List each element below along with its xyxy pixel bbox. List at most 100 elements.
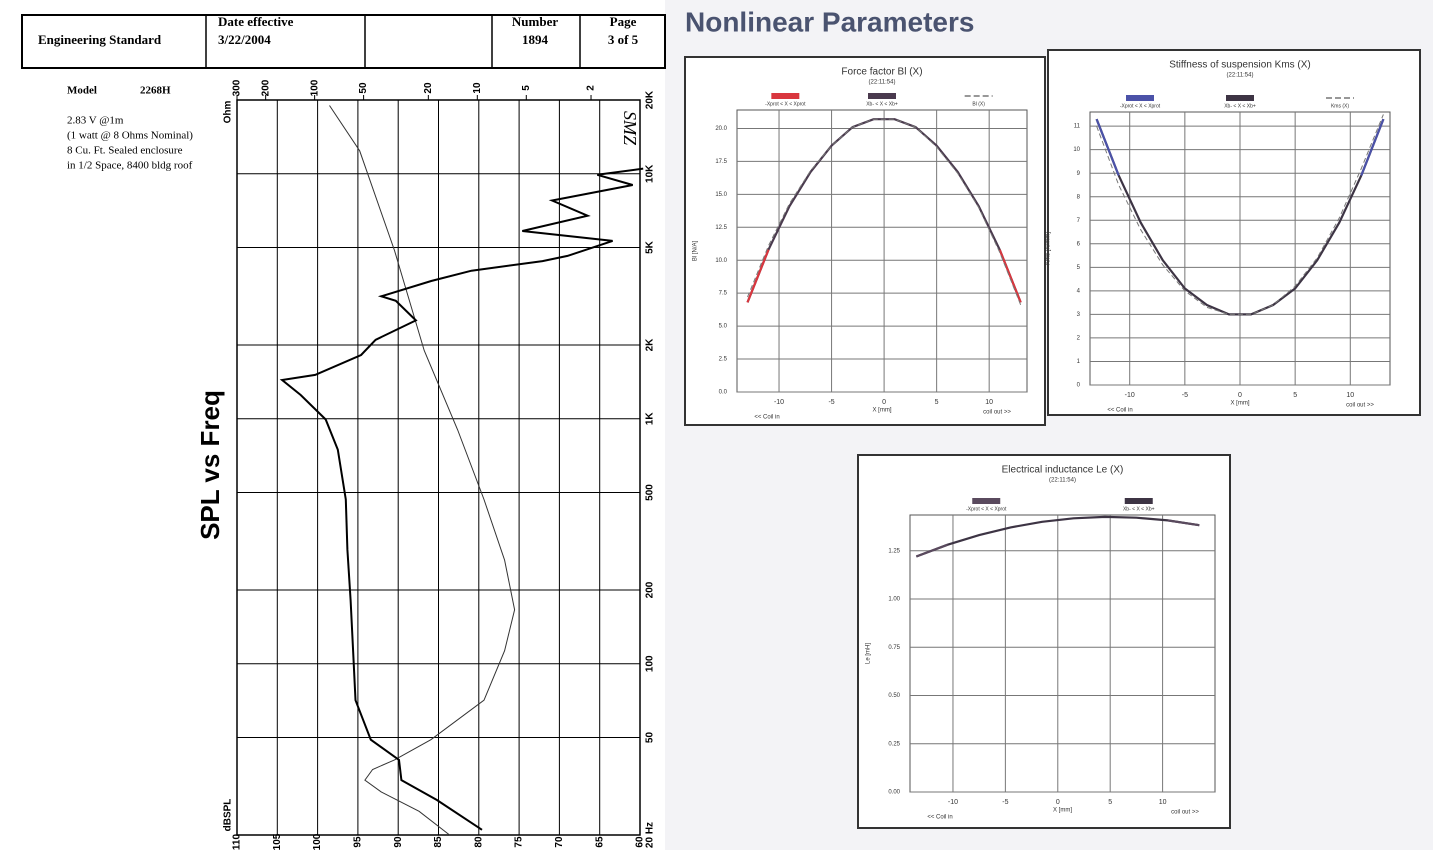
legend-swatch <box>1126 95 1154 101</box>
freq-tick-label: 2K <box>645 338 656 352</box>
nonlinear-title: Nonlinear Parameters <box>685 6 974 37</box>
model-note: 8 Cu. Ft. Sealed enclosure <box>67 145 183 157</box>
ohm-tick-label: 20 <box>423 82 434 94</box>
y-tick-label: 5 <box>1077 265 1081 271</box>
db-tick-label: 60 <box>635 836 646 848</box>
legend-label: Xb- < X < Xb+ <box>1224 103 1256 109</box>
y-tick-label: 1.25 <box>888 548 900 554</box>
db-tick-label: 105 <box>272 833 283 850</box>
y-tick-label: 0 <box>1077 383 1081 389</box>
x-tick-label: 10 <box>985 399 993 406</box>
page-label: Page <box>610 14 637 29</box>
x-tick-label: -10 <box>948 799 958 806</box>
freq-tick-label: 200 <box>645 581 656 598</box>
series-line <box>1095 118 1385 176</box>
date: 3/22/2004 <box>218 32 271 47</box>
y-axis-label: Le [mH] <box>866 643 872 664</box>
x-tick-label: 5 <box>1293 392 1297 399</box>
ohm-tick-label: 50 <box>358 82 369 94</box>
y-tick-label: 0.0 <box>719 390 728 396</box>
x-tick-label: -10 <box>1125 392 1135 399</box>
freq-tick-label: 20K <box>645 90 656 109</box>
y-tick-label: 7.5 <box>719 291 728 297</box>
legend-swatch <box>972 498 1001 504</box>
y-axis-label: Kms [N/mm] <box>1046 232 1052 265</box>
y-tick-label: 15.0 <box>715 192 727 198</box>
model-value: 2268H <box>140 85 171 97</box>
number: 1894 <box>522 32 549 47</box>
db-tick-label: 65 <box>594 836 605 848</box>
y-axis-label: Bl [N/A] <box>693 241 699 262</box>
chart-title: Electrical inductance Le (X) <box>1002 465 1124 476</box>
y-tick-label: 20.0 <box>715 126 727 132</box>
y-tick-label: 5.0 <box>719 324 728 330</box>
model-note: 2.83 V @1m <box>67 115 124 127</box>
x-tick-label: 10 <box>1159 799 1167 806</box>
model-note: in 1/2 Space, 8400 bldg roof <box>67 160 193 172</box>
db-tick-label: 100 <box>312 833 323 850</box>
legend-label: Bl (X) <box>972 101 985 107</box>
legend-swatch <box>868 93 896 99</box>
ohm-tick-label: 2 <box>586 85 597 91</box>
y-tick-label: 11 <box>1074 124 1081 130</box>
y-tick-label: 10.0 <box>715 258 727 264</box>
impedance-curve <box>329 105 516 836</box>
chart-title: Force factor Bl (X) <box>841 67 922 78</box>
annotation: SMZ <box>620 111 640 146</box>
legend-label: -Xprot < X < Xprot <box>765 101 806 107</box>
freq-tick-label: 20 Hz <box>645 822 656 848</box>
chart-subtitle: (22:11:54) <box>869 80 896 86</box>
y-tick-label: 12.5 <box>715 225 727 231</box>
x-tick-label: 0 <box>1238 392 1242 399</box>
spl-curve <box>279 167 644 831</box>
y-tick-label: 6 <box>1077 241 1081 247</box>
x-left-label: << Coil in <box>1107 408 1132 414</box>
legend-label: -Xprot < X < Xprot <box>966 506 1007 512</box>
series-line <box>747 118 1022 306</box>
db-tick-label: 110 <box>232 833 243 850</box>
y-tick-label: 1 <box>1077 359 1081 365</box>
x-axis-label: X [mm] <box>873 408 892 414</box>
x-right-label: coil out >> <box>1346 403 1374 409</box>
db-tick-label: 90 <box>393 836 404 848</box>
db-axis-label: dBSPL <box>223 799 234 832</box>
legend-swatch <box>1124 498 1153 504</box>
db-tick-label: 85 <box>433 836 444 848</box>
header-box <box>21 14 666 69</box>
legend-label: Xb- < X < Xb+ <box>1123 506 1155 512</box>
x-axis-label: X [mm] <box>1231 401 1250 407</box>
y-tick-label: 3 <box>1077 312 1081 318</box>
series-line <box>746 249 1022 303</box>
model-label: Model <box>67 85 97 97</box>
freq-tick-label: 500 <box>645 484 656 501</box>
y-tick-label: 1.00 <box>888 597 900 603</box>
db-tick-label: 70 <box>554 836 565 848</box>
ohm-tick-label: 300 <box>232 79 243 96</box>
panel <box>684 56 1046 426</box>
freq-tick-label: 5K <box>645 240 656 254</box>
panel <box>857 454 1231 829</box>
chart-title: SPL vs Freq <box>195 390 225 540</box>
y-tick-label: 7 <box>1077 218 1081 224</box>
x-tick-label: 10 <box>1346 392 1354 399</box>
y-tick-label: 10 <box>1073 147 1080 153</box>
header-title: Engineering Standard <box>38 32 162 47</box>
y-tick-label: 2.5 <box>719 357 728 363</box>
x-right-label: coil out >> <box>983 410 1011 416</box>
chart-subtitle: (22:11:54) <box>1049 478 1076 484</box>
panel <box>1047 49 1421 416</box>
y-tick-label: 2 <box>1077 336 1081 342</box>
x-tick-label: 5 <box>935 399 939 406</box>
legend-label: Xb- < X < Xb+ <box>866 101 898 107</box>
model-note: (1 watt @ 8 Ohms Nominal) <box>67 130 193 142</box>
chart-subtitle: (22:11:54) <box>1227 73 1254 79</box>
y-tick-label: 0.75 <box>888 645 900 651</box>
db-tick-label: 95 <box>353 836 364 848</box>
series-line <box>915 519 1200 558</box>
legend-swatch <box>1226 95 1254 101</box>
y-tick-label: 0.50 <box>888 693 900 699</box>
y-tick-label: 0.25 <box>888 741 900 747</box>
x-tick-label: 5 <box>1108 799 1112 806</box>
x-left-label: << Coil in <box>754 415 779 421</box>
